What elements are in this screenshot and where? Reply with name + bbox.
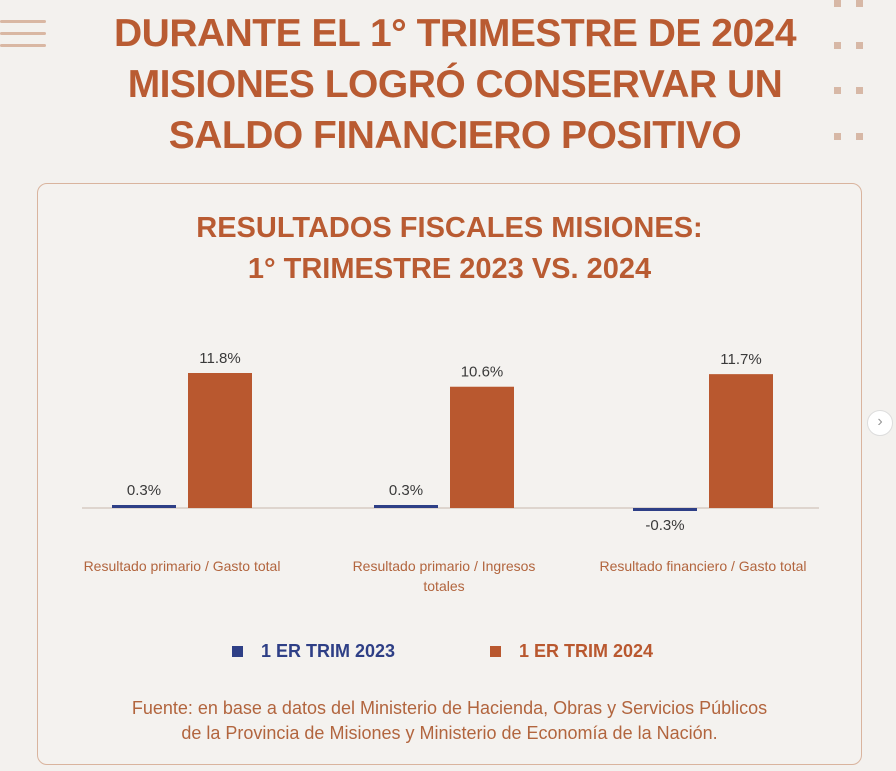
data-label-2023-1: 0.3% (389, 482, 423, 499)
legend-swatch-2024 (490, 645, 501, 657)
next-slide-button[interactable]: › (867, 410, 893, 436)
legend-item-2023: 1 ER TRIM 2023 (232, 639, 395, 663)
bar-2023-0 (112, 505, 176, 508)
legend-item-2024: 1 ER TRIM 2024 (490, 639, 653, 663)
legend-swatch-2023 (232, 645, 243, 657)
bar-2024-0 (188, 373, 252, 508)
legend-label-2024: 1 ER TRIM 2024 (519, 640, 654, 661)
dots-grid-icon (834, 0, 864, 150)
menu-icon[interactable] (0, 20, 46, 56)
category-label-0-0: Resultado primario / Gasto total (84, 558, 281, 574)
source-line-1: Fuente: en base a datos del Ministerio d… (131, 698, 768, 718)
data-label-2023-2: -0.3% (645, 517, 684, 534)
chart-title: RESULTADOS FISCALES MISIONES: 1° TRIMEST… (38, 208, 861, 290)
category-label-2-0: Resultado financiero / Gasto total (599, 558, 806, 574)
headline: DURANTE EL 1° TRIMESTRE DE 2024 MISIONES… (60, 8, 850, 161)
category-label-1-0: Resultado primario / Ingresos (353, 558, 536, 574)
source-line-2: de la Provincia de Misiones y Ministerio… (181, 723, 718, 743)
chart-title-line-2: 1° TRIMESTRE 2023 VS. 2024 (247, 253, 652, 285)
bar-chart: 0.3% 11.8% Resultado primario / Gasto tota… (82, 350, 819, 594)
legend-label-2023: 1 ER TRIM 2023 (261, 640, 396, 661)
data-label-2024-2: 11.7% (720, 351, 761, 368)
headline-line-2: MISIONES LOGRÓ CONSERVAR UN (127, 63, 783, 106)
headline-line-3: SALDO FINANCIERO POSITIVO (168, 114, 742, 157)
chart-title-line-1: RESULTADOS FISCALES MISIONES: (196, 212, 703, 244)
source-note: Fuente: en base a datos del Ministerio d… (38, 696, 861, 746)
data-label-2024-0: 11.8% (199, 350, 240, 367)
bar-2024-2 (709, 374, 773, 508)
headline-line-1: DURANTE EL 1° TRIMESTRE DE 2024 (113, 12, 797, 55)
data-label-2024-1: 10.6% (461, 364, 504, 381)
category-label-1-1: totales (423, 578, 464, 594)
bar-2024-1 (450, 386, 514, 508)
data-label-2023-0: 0.3% (127, 482, 161, 499)
bar-2023-1 (374, 505, 438, 508)
bar-2023-2 (633, 508, 697, 511)
chart-card: RESULTADOS FISCALES MISIONES: 1° TRIMEST… (37, 183, 862, 765)
